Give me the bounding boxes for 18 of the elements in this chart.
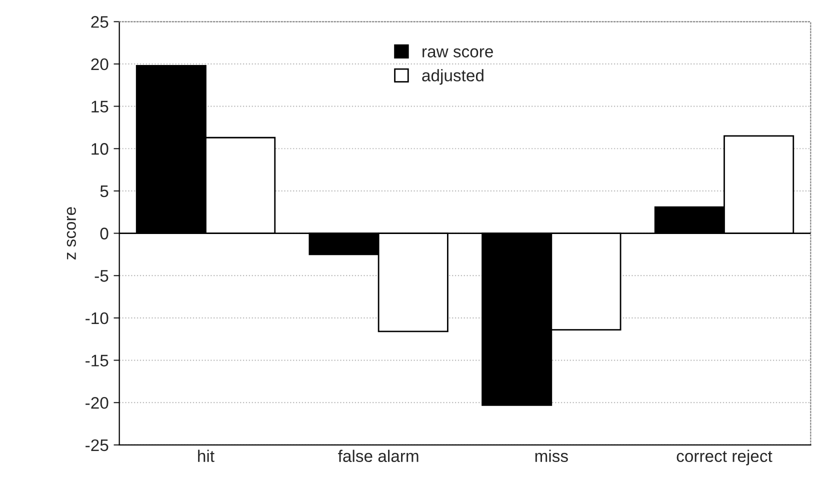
- y-tick-label: -5: [94, 270, 108, 282]
- x-tick-label: miss: [535, 450, 568, 462]
- x-tick-label: false alarm: [338, 450, 418, 462]
- y-tick-label: -25: [86, 439, 108, 452]
- y-tick-label: -10: [86, 312, 108, 324]
- y-tick-label: 10: [92, 143, 108, 155]
- legend-label: raw score: [422, 48, 493, 58]
- y-tick-label: -15: [86, 354, 108, 366]
- y-tick-label: 0: [100, 228, 108, 240]
- y-tick-label: -20: [86, 397, 108, 409]
- x-tick-label: hit: [198, 450, 214, 462]
- x-tick-label: correct reject: [676, 450, 772, 466]
- y-tick-label: 25: [91, 16, 108, 28]
- y-axis-title: z score: [66, 207, 76, 260]
- legend-label: adjusted: [422, 69, 484, 85]
- y-tick-label: 5: [100, 186, 108, 198]
- y-tick-label: 20: [91, 58, 108, 70]
- y-tick-label: 15: [92, 100, 108, 113]
